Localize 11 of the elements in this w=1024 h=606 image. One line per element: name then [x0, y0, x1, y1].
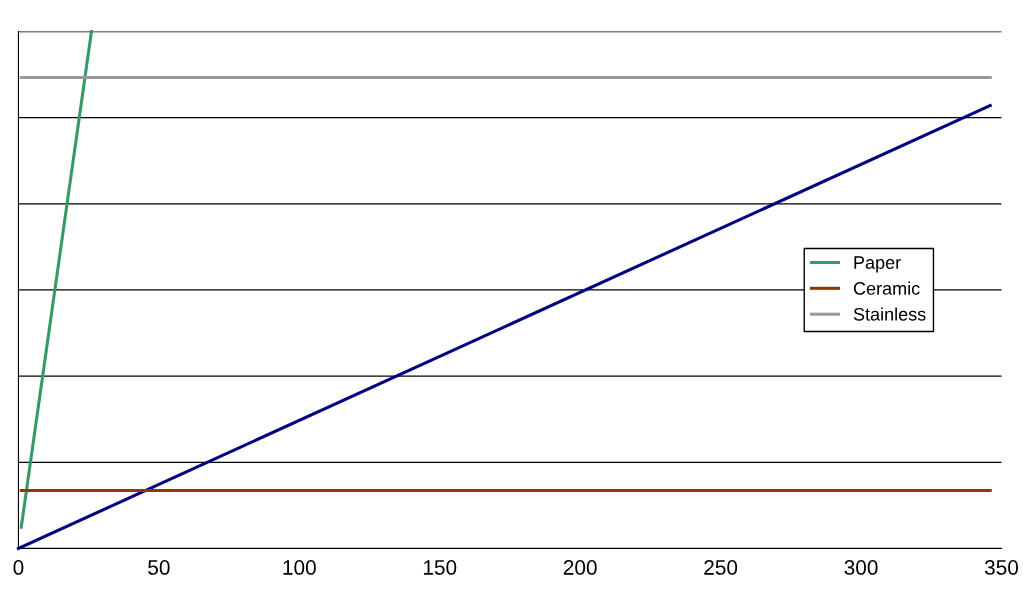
x-tick-label: 50	[148, 560, 170, 575]
x-tick-label: 250	[704, 560, 738, 575]
x-tick-label: 350	[984, 560, 1019, 575]
x-tick-label: 0	[13, 560, 24, 575]
x-tick-label: 300	[844, 560, 878, 575]
legend-label: Stainless	[853, 307, 926, 321]
legend-label: Ceramic	[853, 281, 920, 295]
x-tick-label: 150	[423, 560, 457, 575]
x-tick-label: 200	[563, 560, 597, 575]
legend-label: Paper	[854, 256, 901, 273]
x-tick-label: 100	[283, 560, 316, 575]
